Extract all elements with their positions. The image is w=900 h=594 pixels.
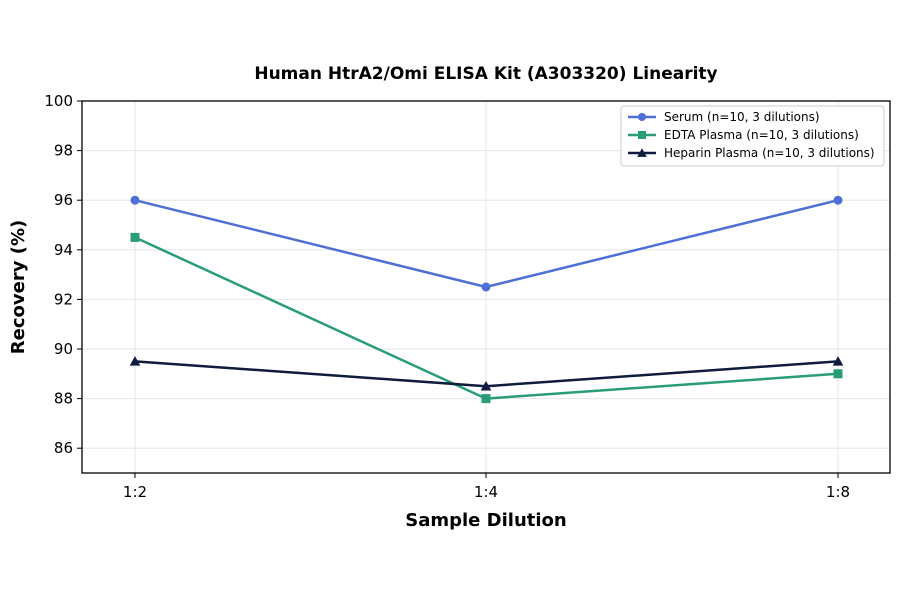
y-tick-label: 90 — [54, 340, 73, 358]
x-tick-label: 1:8 — [826, 483, 850, 501]
chart-title: Human HtrA2/Omi ELISA Kit (A303320) Line… — [254, 64, 717, 84]
legend-item: EDTA Plasma (n=10, 3 dilutions) — [628, 128, 859, 142]
data-point — [832, 356, 844, 366]
x-axis-label: Sample Dilution — [405, 510, 566, 531]
y-tick-label: 88 — [54, 390, 73, 408]
data-point — [481, 394, 491, 404]
y-tick-label: 92 — [54, 290, 73, 308]
legend-label: Serum (n=10, 3 dilutions) — [664, 110, 820, 124]
legend-label: EDTA Plasma (n=10, 3 dilutions) — [664, 128, 859, 142]
y-tick-label: 96 — [54, 191, 73, 209]
plot-frame — [81, 100, 891, 474]
y-axis-ticks: 86 88 90 92 94 96 98 100 — [44, 92, 82, 457]
x-axis-ticks: 1:2 1:4 1:8 — [123, 473, 850, 501]
y-tick-label: 94 — [54, 241, 73, 259]
series-triangle — [129, 356, 844, 391]
series-group — [129, 195, 844, 404]
legend-item: Serum (n=10, 3 dilutions) — [628, 110, 820, 124]
legend: Serum (n=10, 3 dilutions) EDTA Plasma (n=… — [620, 105, 885, 167]
y-tick-label: 100 — [44, 92, 73, 110]
legend-swatch-marker — [637, 148, 647, 157]
data-point — [481, 282, 491, 292]
legend-label: Heparin Plasma (n=10, 3 dilutions) — [664, 146, 875, 160]
legend-swatch-marker — [638, 131, 646, 139]
series-circle — [130, 195, 843, 292]
x-tick-label: 1:4 — [474, 483, 498, 501]
series-square — [130, 232, 843, 404]
data-point — [833, 369, 843, 379]
data-point — [833, 195, 843, 205]
legend-box — [620, 105, 885, 167]
data-point — [480, 380, 492, 391]
y-tick-label: 98 — [54, 142, 73, 160]
data-point — [129, 356, 141, 366]
legend-swatch-marker — [638, 113, 646, 121]
legend-item: Heparin Plasma (n=10, 3 dilutions) — [628, 146, 875, 160]
data-point — [130, 232, 140, 242]
data-point — [130, 195, 140, 205]
x-tick-label: 1:2 — [123, 483, 147, 501]
y-tick-label: 86 — [54, 439, 73, 457]
y-axis-label: Recovery (%) — [8, 220, 29, 354]
